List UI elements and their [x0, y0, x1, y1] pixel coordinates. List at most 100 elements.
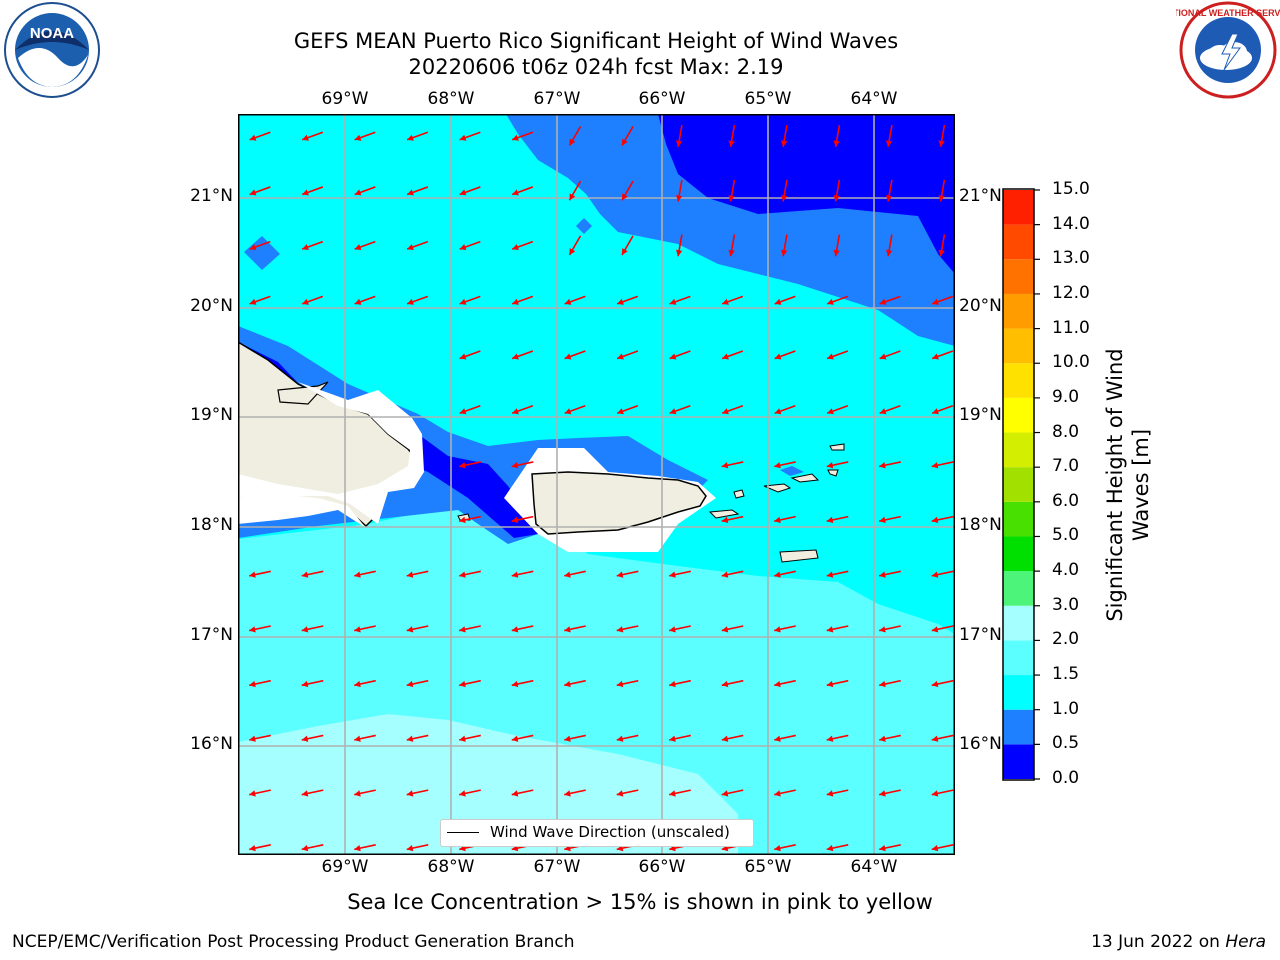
wave-direction-arrow: [826, 461, 849, 469]
wave-direction-arrow: [879, 625, 901, 633]
wave-direction-arrow: [669, 404, 691, 415]
colorbar-swatch: [1003, 640, 1034, 676]
wave-direction-arrow: [826, 789, 849, 797]
wave-direction-arrow: [879, 350, 901, 360]
wave-direction-arrow: [459, 570, 481, 578]
wave-band-0.0-0.5-north: [658, 114, 955, 274]
wave-direction-arrow: [879, 844, 901, 852]
wave-direction-arrow: [879, 570, 901, 578]
wave-direction-arrow: [511, 186, 534, 196]
colorbar-swatch: [1003, 190, 1034, 225]
colorbar-tick-label: 4.0: [1052, 560, 1080, 581]
svg-text:NATIONAL WEATHER SERVICE: NATIONAL WEATHER SERVICE: [1176, 8, 1280, 18]
wave-direction-arrow: [931, 461, 954, 469]
wave-direction-arrow: [826, 734, 849, 742]
wave-direction-arrow: [354, 625, 376, 633]
lon-label-top-65w: 65°W: [744, 89, 792, 109]
wave-direction-arrow: [931, 844, 954, 852]
wave-direction-arrow: [669, 734, 691, 742]
wave-direction-arrow: [406, 131, 429, 141]
wave-direction-arrow: [249, 295, 271, 305]
wave-direction-arrow: [669, 570, 691, 578]
wave-direction-arrow: [774, 789, 796, 797]
lat-label-left-21n: 21°N: [190, 186, 233, 206]
colorbar-swatch: [1003, 709, 1034, 745]
colorbar-tick-label: 8.0: [1052, 421, 1080, 442]
wave-direction-arrow: [931, 625, 954, 633]
colorbar-swatch: [1003, 536, 1034, 572]
colorbar-swatch: [1003, 501, 1034, 537]
wave-direction-arrow: [459, 679, 481, 688]
wave-direction-arrow: [938, 179, 946, 202]
wave-direction-arrow: [511, 734, 534, 742]
wave-direction-arrow: [249, 186, 271, 196]
wave-direction-arrow: [721, 570, 744, 578]
colorbar-tick-label: 1.5: [1052, 664, 1080, 685]
wave-direction-arrow: [885, 125, 893, 147]
wave-direction-arrow: [721, 295, 744, 305]
wave-direction-arrow: [721, 625, 744, 633]
lat-label-right-19n: 19°N: [959, 405, 1002, 425]
lat-label-right-20n: 20°N: [959, 296, 1002, 316]
wave-direction-arrow: [774, 679, 796, 688]
wave-direction-arrow: [459, 789, 481, 797]
wave-direction-arrow: [301, 295, 324, 305]
wave-direction-arrow: [511, 515, 534, 524]
wave-direction-arrow: [879, 515, 901, 524]
colorbar-swatch: [1003, 328, 1034, 364]
wave-direction-arrow: [621, 126, 634, 146]
wave-direction-arrow: [511, 131, 534, 141]
colorbar-swatch: [1003, 293, 1034, 329]
wave-direction-arrow: [459, 350, 481, 360]
wave-direction-arrow: [885, 234, 893, 257]
wave-direction-arrow: [833, 179, 841, 202]
wave-direction-arrow: [669, 350, 691, 360]
wave-direction-arrow: [249, 679, 271, 688]
wave-direction-arrow: [826, 515, 849, 524]
wave-direction-arrow: [879, 461, 901, 469]
wave-direction-arrow: [301, 240, 324, 251]
wave-direction-arrow: [459, 186, 481, 196]
legend-label: Wind Wave Direction (unscaled): [490, 823, 730, 841]
footer-producer: NCEP/EMC/Verification Post Processing Pr…: [12, 932, 575, 952]
colorbar-swatch: [1003, 259, 1034, 294]
wave-direction-arrow: [459, 404, 481, 415]
lat-label-right-17n: 17°N: [959, 625, 1002, 645]
lat-label-right-21n: 21°N: [959, 186, 1002, 206]
wave-direction-arrow: [564, 404, 586, 415]
wave-direction-arrow: [354, 844, 376, 852]
wave-direction-arrow: [459, 240, 481, 251]
wave-direction-arrow: [728, 234, 736, 257]
lat-label-right-18n: 18°N: [959, 515, 1002, 535]
wave-direction-arrow: [774, 570, 796, 578]
wave-direction-arrow: [511, 350, 534, 360]
wave-direction-arrow: [833, 234, 841, 257]
wave-direction-arrow: [879, 295, 901, 305]
colorbar-swatch: [1003, 432, 1034, 468]
wave-direction-arrow: [938, 125, 946, 147]
colorbar-tick-label: 14.0: [1052, 213, 1090, 234]
wave-direction-arrow: [931, 734, 954, 742]
wind-wave-arrows: [249, 125, 954, 852]
wave-direction-arrow: [938, 234, 946, 257]
wave-direction-arrow: [354, 570, 376, 578]
wave-direction-arrow: [621, 235, 634, 256]
map-legend: Wind Wave Direction (unscaled): [440, 819, 754, 847]
wave-direction-arrow: [931, 515, 954, 524]
wave-direction-arrow: [879, 404, 901, 415]
wave-direction-arrow: [616, 625, 639, 633]
wave-direction-arrow: [780, 125, 788, 147]
colorbar-label: Significant Height of Wind Waves [m]: [1103, 348, 1153, 622]
wave-direction-arrow: [459, 461, 481, 469]
wave-direction-arrow: [931, 295, 954, 305]
wave-direction-arrow: [564, 350, 586, 360]
colorbar-swatch: [1003, 605, 1034, 641]
wave-direction-arrow: [616, 570, 639, 578]
wave-direction-arrow: [774, 295, 796, 305]
national-weather-service-logo: NATIONAL WEATHER SERVICE: [1176, 1, 1280, 99]
wave-direction-arrow: [511, 240, 534, 251]
wave-direction-arrow: [459, 515, 481, 524]
lat-label-left-18n: 18°N: [190, 515, 233, 535]
colorbar-tick-label: 13.0: [1052, 248, 1090, 269]
wave-direction-arrow: [728, 179, 736, 202]
